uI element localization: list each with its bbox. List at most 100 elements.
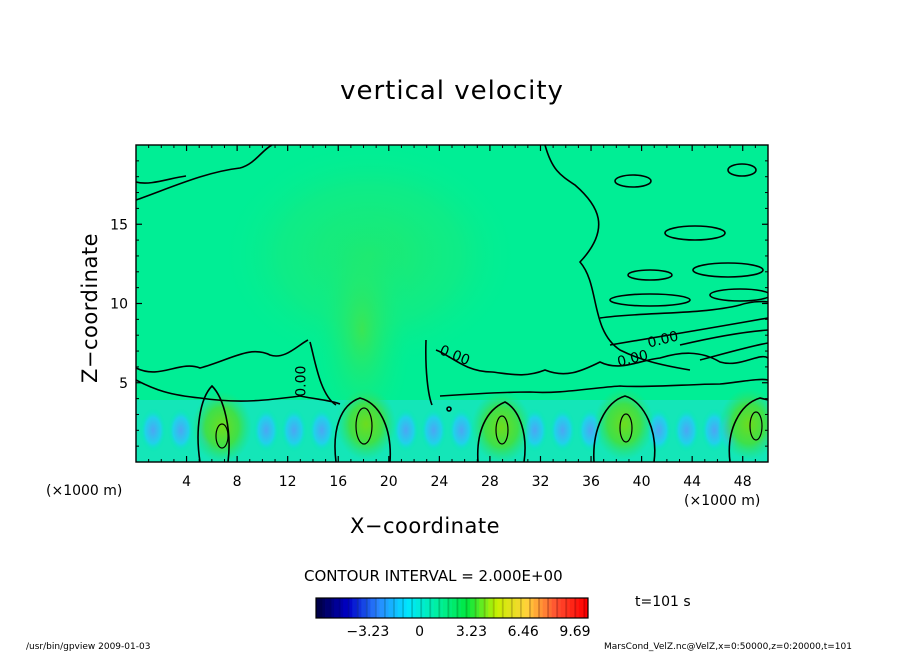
x-tick-label: 28 bbox=[481, 474, 499, 490]
colorbar-stripe bbox=[474, 598, 477, 618]
colorbar-tick-label: 3.23 bbox=[456, 624, 487, 640]
colorbar-cell bbox=[578, 598, 584, 618]
contour-label: 0.00 bbox=[646, 328, 680, 351]
colorbar-stripe bbox=[556, 598, 559, 618]
x-tick-label: 36 bbox=[582, 474, 600, 490]
colorbar-stripe bbox=[365, 598, 368, 618]
colorbar-cell bbox=[442, 598, 448, 618]
y-tick-label: 10 bbox=[110, 297, 128, 313]
colorbar-tick-label: 9.69 bbox=[559, 624, 590, 640]
colorbar-cell bbox=[501, 598, 507, 618]
y-tick-label: 15 bbox=[110, 217, 128, 233]
colorbar-cell bbox=[569, 598, 575, 618]
colorbar-cell bbox=[343, 598, 349, 618]
colorbar-frame bbox=[315, 597, 589, 619]
colorbar-cell bbox=[488, 598, 494, 618]
colorbar-stripe bbox=[384, 598, 386, 618]
colorbar-cell bbox=[411, 598, 417, 618]
colorbar-stripe bbox=[510, 598, 513, 618]
x-tick-label: 4 bbox=[182, 474, 191, 490]
colorbar-cell bbox=[374, 598, 380, 618]
colorbar-cell bbox=[574, 598, 580, 618]
x-tick-label: 44 bbox=[683, 474, 701, 490]
colorbar-cell bbox=[520, 598, 525, 618]
downdraft-region bbox=[549, 408, 576, 453]
chart-title: vertical velocity bbox=[340, 76, 564, 106]
contour-label: 0.00 bbox=[616, 347, 650, 370]
updraft-region bbox=[719, 387, 768, 460]
colorbar-cell bbox=[524, 598, 530, 618]
colorbar-stripe bbox=[329, 598, 332, 618]
colorbar-stripe bbox=[538, 598, 540, 618]
colorbar-cell bbox=[560, 598, 566, 618]
y-axis-label: Z−coordinate bbox=[78, 233, 102, 383]
colorbar-stripe bbox=[520, 598, 522, 618]
colorbar-cell bbox=[583, 598, 589, 618]
downdraft-region bbox=[253, 408, 280, 453]
colorbar-cell bbox=[510, 598, 516, 618]
colorbar-tick-label: 6.46 bbox=[508, 624, 539, 640]
x-tick-label: 12 bbox=[279, 474, 297, 490]
colorbar-stripe bbox=[393, 598, 395, 618]
colorbar-cell bbox=[529, 598, 534, 618]
colorbar-stripe bbox=[438, 598, 441, 618]
colorbar-cell bbox=[365, 598, 371, 618]
colorbar-stripe bbox=[411, 598, 414, 618]
colorbar-cell bbox=[424, 598, 430, 618]
heatmap-field bbox=[136, 145, 768, 462]
updraft-core bbox=[495, 415, 509, 445]
updraft-region bbox=[471, 391, 532, 462]
colorbar-cell bbox=[334, 598, 340, 618]
colorbar-cell bbox=[361, 598, 367, 618]
downdraft-region bbox=[673, 408, 700, 453]
updraft-region bbox=[336, 387, 397, 460]
contour-interval: CONTOUR INTERVAL = 2.000E+00 bbox=[304, 567, 563, 585]
x-unit-right: (×1000 m) bbox=[684, 493, 761, 509]
footer-left: /usr/bin/gpview 2009-01-03 bbox=[26, 642, 151, 652]
colorbar-cell bbox=[352, 598, 358, 618]
colorbar-cell bbox=[556, 598, 562, 618]
colorbar-cell bbox=[456, 598, 462, 618]
x-tick-label: 8 bbox=[233, 474, 242, 490]
downdraft-region bbox=[420, 408, 447, 453]
colorbar-cell bbox=[461, 598, 466, 618]
colorbar-cell bbox=[420, 598, 426, 618]
colorbar-cell bbox=[515, 598, 521, 618]
colorbar-cell bbox=[538, 598, 544, 618]
colorbar-cell bbox=[447, 598, 453, 618]
colorbar-cell bbox=[347, 598, 353, 618]
colorbar-stripe bbox=[465, 598, 468, 618]
colorbar-stripe bbox=[402, 598, 404, 618]
colorbar-cell bbox=[356, 598, 362, 618]
y-axis: 5 10 15 bbox=[110, 160, 768, 447]
colorbar-cell bbox=[397, 598, 403, 618]
colorbar-stripe bbox=[320, 598, 323, 618]
colorbar-cell bbox=[470, 598, 476, 618]
x-tick-label: 16 bbox=[329, 474, 347, 490]
colorbar-cell bbox=[547, 598, 553, 618]
colorbar-stripe bbox=[529, 598, 531, 618]
colorbar-stripe bbox=[583, 598, 586, 618]
updraft-core bbox=[215, 423, 229, 449]
x-tick-label: 48 bbox=[734, 474, 752, 490]
colorbar-cell bbox=[329, 598, 335, 618]
colorbar-cell bbox=[474, 598, 480, 618]
colorbar-tick-label: −3.23 bbox=[346, 624, 389, 640]
colorbar-cell bbox=[497, 598, 503, 618]
colorbar-cell bbox=[379, 598, 385, 618]
colorbar-cell bbox=[393, 598, 398, 618]
downdraft-region bbox=[448, 408, 475, 453]
downdraft-region bbox=[167, 408, 194, 453]
colorbar-cell bbox=[415, 598, 421, 618]
colorbar-stripe bbox=[447, 598, 450, 618]
colorbar-cell bbox=[542, 598, 548, 618]
x-tick-label: 40 bbox=[633, 474, 651, 490]
updraft-core bbox=[749, 411, 763, 441]
colorbar-cell bbox=[533, 598, 539, 618]
colorbar-cell bbox=[325, 598, 330, 618]
x-axis: 4 8 12 16 20 24 28 32 36 40 44 48 bbox=[148, 145, 756, 490]
x-unit-left: (×1000 m) bbox=[46, 483, 123, 499]
x-axis-label: X−coordinate bbox=[350, 514, 500, 538]
colorbar-stripe bbox=[356, 598, 359, 618]
colorbar-stripe bbox=[456, 598, 459, 618]
